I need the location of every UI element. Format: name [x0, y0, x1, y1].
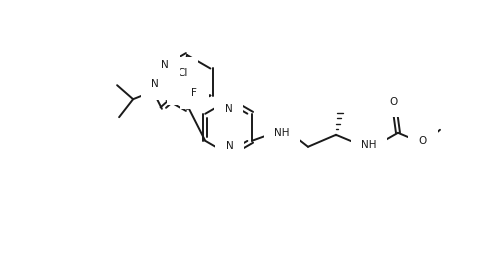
- Text: F: F: [191, 88, 196, 98]
- Text: N: N: [151, 79, 159, 89]
- Text: N: N: [226, 141, 233, 151]
- Text: O: O: [390, 97, 398, 107]
- Text: NH: NH: [361, 140, 377, 150]
- Text: NH: NH: [274, 128, 290, 138]
- Text: Cl: Cl: [178, 68, 188, 78]
- Text: N: N: [161, 59, 169, 69]
- Text: N: N: [225, 104, 232, 114]
- Text: O: O: [419, 136, 427, 146]
- Text: NH$_2$: NH$_2$: [178, 81, 199, 95]
